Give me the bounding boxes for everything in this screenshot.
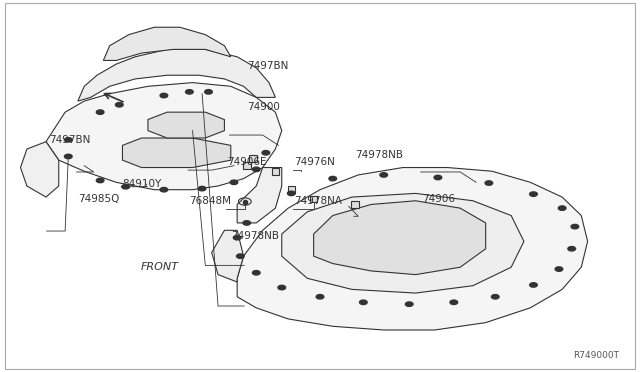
Text: 7497BN: 7497BN: [49, 135, 90, 145]
Bar: [249, 155, 257, 161]
Circle shape: [568, 247, 575, 251]
Circle shape: [558, 206, 566, 211]
Circle shape: [160, 187, 168, 192]
Text: 84910Y: 84910Y: [122, 179, 162, 189]
Bar: [243, 162, 250, 169]
Circle shape: [230, 180, 238, 185]
Circle shape: [316, 295, 324, 299]
Text: 74906E: 74906E: [228, 157, 267, 167]
Polygon shape: [212, 230, 244, 282]
Text: FRONT: FRONT: [140, 262, 179, 272]
Circle shape: [278, 285, 285, 290]
Polygon shape: [20, 142, 59, 197]
Circle shape: [198, 186, 206, 191]
Circle shape: [205, 90, 212, 94]
Polygon shape: [237, 167, 282, 223]
Polygon shape: [148, 112, 225, 138]
Circle shape: [252, 167, 260, 171]
Circle shape: [485, 181, 493, 185]
Polygon shape: [78, 49, 275, 101]
Circle shape: [287, 191, 295, 196]
Circle shape: [262, 151, 269, 155]
Bar: [271, 168, 279, 174]
Circle shape: [186, 90, 193, 94]
Polygon shape: [282, 193, 524, 293]
Circle shape: [252, 270, 260, 275]
Circle shape: [115, 103, 123, 107]
Circle shape: [65, 138, 72, 142]
Circle shape: [555, 267, 563, 271]
Polygon shape: [103, 27, 231, 61]
Polygon shape: [237, 167, 588, 330]
Circle shape: [492, 295, 499, 299]
Circle shape: [160, 93, 168, 98]
Text: R749000T: R749000T: [573, 350, 620, 359]
Text: 7497BN: 7497BN: [246, 61, 288, 71]
Circle shape: [97, 110, 104, 114]
Polygon shape: [122, 138, 231, 167]
Text: 74978NB: 74978NB: [231, 231, 279, 241]
Bar: [287, 186, 295, 193]
Circle shape: [380, 173, 388, 177]
Circle shape: [450, 300, 458, 305]
Bar: [310, 196, 317, 202]
Text: 76848M: 76848M: [189, 196, 232, 206]
Text: 74978NA: 74978NA: [294, 196, 342, 206]
Circle shape: [122, 185, 129, 189]
Circle shape: [329, 176, 337, 181]
Bar: [351, 201, 359, 208]
Circle shape: [530, 283, 538, 287]
Text: 74900: 74900: [246, 102, 280, 112]
Circle shape: [530, 192, 538, 196]
Circle shape: [571, 224, 579, 229]
Text: 74985Q: 74985Q: [78, 194, 119, 204]
Text: 74978NB: 74978NB: [355, 150, 403, 160]
Circle shape: [65, 154, 72, 159]
Circle shape: [243, 221, 250, 225]
Circle shape: [360, 300, 367, 305]
Circle shape: [405, 302, 413, 307]
Circle shape: [434, 175, 442, 180]
Polygon shape: [314, 201, 486, 275]
Circle shape: [237, 254, 244, 259]
Circle shape: [234, 235, 241, 240]
Text: 74976N: 74976N: [294, 157, 335, 167]
Circle shape: [97, 178, 104, 183]
Polygon shape: [46, 83, 282, 190]
Text: 74906: 74906: [422, 194, 455, 204]
